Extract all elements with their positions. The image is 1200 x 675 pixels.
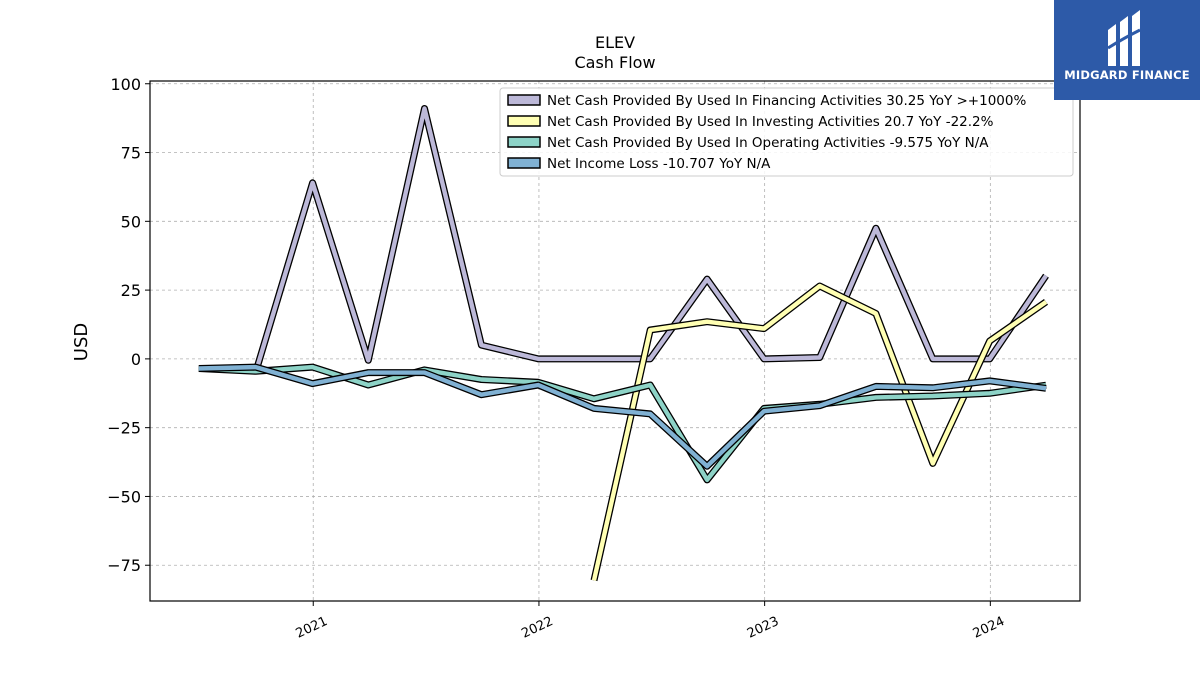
y-tick-label: −50 xyxy=(107,487,141,506)
legend-label: Net Cash Provided By Used In Investing A… xyxy=(547,114,994,130)
y-axis-label: USD xyxy=(71,323,92,361)
brand-logo: MIDGARD FINANCE xyxy=(1054,0,1200,100)
x-axis-ticks: 2021 2022 2023 2024 xyxy=(294,601,1007,642)
legend-entry: Net Income Loss -10.707 YoY N/A xyxy=(508,156,771,172)
legend-swatch xyxy=(508,158,540,168)
series-layer xyxy=(199,109,1046,581)
y-tick-label: 100 xyxy=(110,75,141,94)
chart-subtitle: Cash Flow xyxy=(574,53,655,72)
legend-label: Net Cash Provided By Used In Operating A… xyxy=(547,135,989,151)
x-tick-label: 2021 xyxy=(294,614,330,642)
legend-swatch xyxy=(508,95,540,105)
y-tick-label: −25 xyxy=(107,419,141,438)
series-stroke xyxy=(594,286,1046,580)
legend-entry: Net Cash Provided By Used In Operating A… xyxy=(508,135,989,151)
chart-title: ELEV xyxy=(595,33,635,52)
legend-swatch xyxy=(508,116,540,126)
y-axis-ticks: 100 75 50 25 0 −25 −50 −75 xyxy=(107,75,150,575)
series-line-2 xyxy=(594,286,1046,580)
y-tick-label: −75 xyxy=(107,556,141,575)
y-tick-label: 25 xyxy=(121,281,141,300)
x-tick-label: 2024 xyxy=(971,614,1007,642)
x-tick-label: 2022 xyxy=(519,614,555,642)
y-tick-label: 75 xyxy=(121,144,141,163)
legend-swatch xyxy=(508,137,540,147)
legend-label: Net Income Loss -10.707 YoY N/A xyxy=(547,156,771,172)
cash-flow-chart: ELEV Cash Flow USD 100 75 50 25 0 −25 −50 −75 2… xyxy=(0,0,1200,675)
y-tick-label: 50 xyxy=(121,212,141,231)
legend-entry: Net Cash Provided By Used In Financing A… xyxy=(508,93,1026,109)
legend-label: Net Cash Provided By Used In Financing A… xyxy=(547,93,1026,109)
midgard-logo-icon xyxy=(1102,8,1152,70)
y-tick-label: 0 xyxy=(131,350,141,369)
logo-text: MIDGARD FINANCE xyxy=(1054,68,1200,82)
legend: Net Cash Provided By Used In Financing A… xyxy=(500,88,1073,176)
x-tick-label: 2023 xyxy=(745,614,781,642)
legend-entry: Net Cash Provided By Used In Investing A… xyxy=(508,114,994,130)
